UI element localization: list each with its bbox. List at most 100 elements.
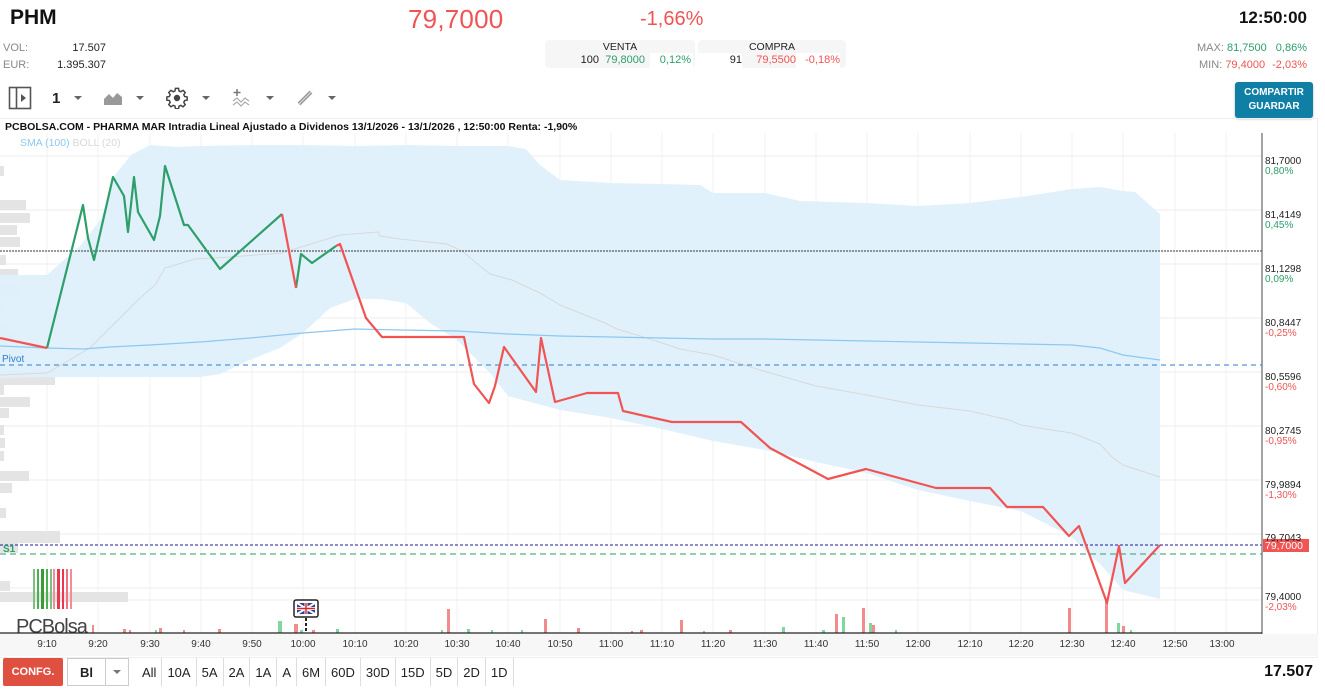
panel-toggle-icon <box>8 86 32 110</box>
ticker-symbol: PHM <box>10 6 57 29</box>
x-tick: 11:00 <box>598 639 624 650</box>
range-2a[interactable]: 2A <box>224 658 251 686</box>
price-line-down-2 <box>280 213 298 289</box>
x-tick: 10:10 <box>342 639 368 650</box>
price-chart[interactable]: PCBolsa 79,7000 <box>0 133 1318 635</box>
max-value: 81,7500 <box>1226 42 1267 54</box>
chart-type-dropdown-toggle[interactable] <box>106 659 128 685</box>
interval-dropdown[interactable]: 1 <box>52 90 83 107</box>
x-tick: 9:10 <box>37 639 57 650</box>
y-tick-price: 80,2745 <box>1265 426 1302 437</box>
min-pct: -2,03% <box>1272 59 1307 71</box>
volume-value: 17.507 <box>72 42 106 54</box>
share-save-button[interactable]: COMPARTIR GUARDAR <box>1235 82 1313 118</box>
pcbolsa-logo <box>33 569 72 609</box>
volume-total: 17.507 <box>1264 663 1313 680</box>
y-tick-pct: -2,03% <box>1265 602 1297 613</box>
chevron-down-icon <box>266 96 275 100</box>
y-tick-price: 79,7043 <box>1265 533 1302 544</box>
volume-bars <box>92 601 1132 633</box>
y-tick-price: 80,8447 <box>1265 318 1302 329</box>
chart-frame <box>0 118 1318 658</box>
current-price-tag <box>1263 539 1309 552</box>
y-tick-price: 79,4000 <box>1265 592 1302 603</box>
range-10a[interactable]: 10A <box>162 658 197 686</box>
add-indicator-icon <box>232 89 250 107</box>
legend-sma[interactable]: SMA (100) <box>20 137 70 149</box>
y-tick-price: 79,9894 <box>1265 480 1302 491</box>
range-bar: CONFG. Bl All 10A 5A 2A 1A A 6M 60D 30D … <box>0 656 1325 688</box>
y-tick-pct: -0,60% <box>1265 382 1297 393</box>
share-label: COMPARTIR <box>1244 87 1304 98</box>
drawing-tools-dropdown[interactable] <box>296 89 337 107</box>
eur-stat: EUR: 1.395.307 <box>3 59 106 71</box>
y-tick-pct: 0,80% <box>1265 166 1294 177</box>
x-tick: 9:30 <box>140 639 160 650</box>
price-line-up <box>45 164 283 349</box>
chart-toolbar: 1 <box>8 86 350 110</box>
y-tick-price: 80,5596 <box>1265 372 1302 383</box>
toggle-panel-button[interactable] <box>8 86 32 110</box>
range-all[interactable]: All <box>137 658 163 686</box>
bollinger-band <box>0 145 1160 599</box>
y-tick-pct: -0,25% <box>1265 328 1297 339</box>
volume-label: VOL: <box>3 42 29 54</box>
change-percent: -1,66% <box>640 8 704 30</box>
chevron-down-icon <box>202 96 211 100</box>
chevron-down-icon <box>136 96 145 100</box>
pcbolsa-logo-text: PCBolsa <box>16 616 89 635</box>
venta-qty: 100 <box>580 54 599 66</box>
range-1d[interactable]: 1D <box>486 658 514 686</box>
chart-type-dropdown[interactable] <box>104 91 145 105</box>
area-chart-icon <box>104 93 123 105</box>
config-button[interactable]: CONFG. <box>3 658 63 686</box>
min-label: MIN: <box>1199 59 1223 71</box>
y-tick-price: 81,7000 <box>1265 156 1302 167</box>
y-tick-pct: -0,95% <box>1265 436 1297 447</box>
pencil-icon <box>297 90 313 106</box>
bollinger-middle <box>0 231 1161 478</box>
range-5a[interactable]: 5A <box>197 658 224 686</box>
indicators-dropdown[interactable] <box>232 88 275 108</box>
quote-time: 12:50:00 <box>1238 8 1307 27</box>
chevron-down-icon <box>328 96 337 100</box>
range-5d[interactable]: 5D <box>431 658 459 686</box>
max-pct: 0,86% <box>1275 42 1307 54</box>
legend-boll[interactable]: BOLL (20) <box>72 137 121 149</box>
range-2d[interactable]: 2D <box>458 658 486 686</box>
range-30d[interactable]: 30D <box>361 658 396 686</box>
y-tick-price: 81,4149 <box>1265 210 1302 221</box>
x-tick: 11:20 <box>700 639 726 650</box>
x-tick: 11:50 <box>854 639 880 650</box>
venta-label: VENTA <box>602 41 638 53</box>
save-label: GUARDAR <box>1248 101 1300 112</box>
x-tick: 9:50 <box>242 639 262 650</box>
x-tick: 9:20 <box>88 639 108 650</box>
x-tick: 12:20 <box>1008 639 1034 650</box>
indicator-legend: SMA (100) BOLL (20) <box>20 137 121 149</box>
x-tick: 11:10 <box>649 639 675 650</box>
range-15d[interactable]: 15D <box>396 658 431 686</box>
range-60d[interactable]: 60D <box>326 658 361 686</box>
compra-price: 79,5500 <box>756 54 796 66</box>
y-tick-price: 81,1298 <box>1265 264 1302 275</box>
venta-pct: 0,12% <box>650 53 693 68</box>
x-tick: 10:20 <box>393 639 419 650</box>
sma-line <box>0 328 1161 361</box>
chart-type-value: Bl <box>68 659 106 685</box>
range-6m[interactable]: 6M <box>297 658 327 686</box>
range-1a[interactable]: 1A <box>250 658 278 686</box>
compra-box: COMPRA 91 79,5500 -0,18% <box>698 40 846 68</box>
chevron-down-icon <box>74 96 83 100</box>
range-buttons: All 10A 5A 2A 1A A 6M 60D 30D 15D 5D 2D … <box>137 658 514 686</box>
y-tick-pct: -1,30% <box>1265 490 1297 501</box>
venta-box: VENTA 100 79,8000 0,12% <box>545 40 695 68</box>
s1-label: S1 <box>3 544 16 555</box>
settings-dropdown[interactable] <box>166 87 211 109</box>
x-tick: 9:40 <box>191 639 211 650</box>
price-line-down-3 <box>335 242 1161 605</box>
chart-type-select[interactable]: Bl <box>67 658 129 686</box>
x-tick: 11:40 <box>803 639 829 650</box>
volume-stat: VOL: 17.507 <box>3 42 106 54</box>
range-a[interactable]: A <box>277 658 297 686</box>
